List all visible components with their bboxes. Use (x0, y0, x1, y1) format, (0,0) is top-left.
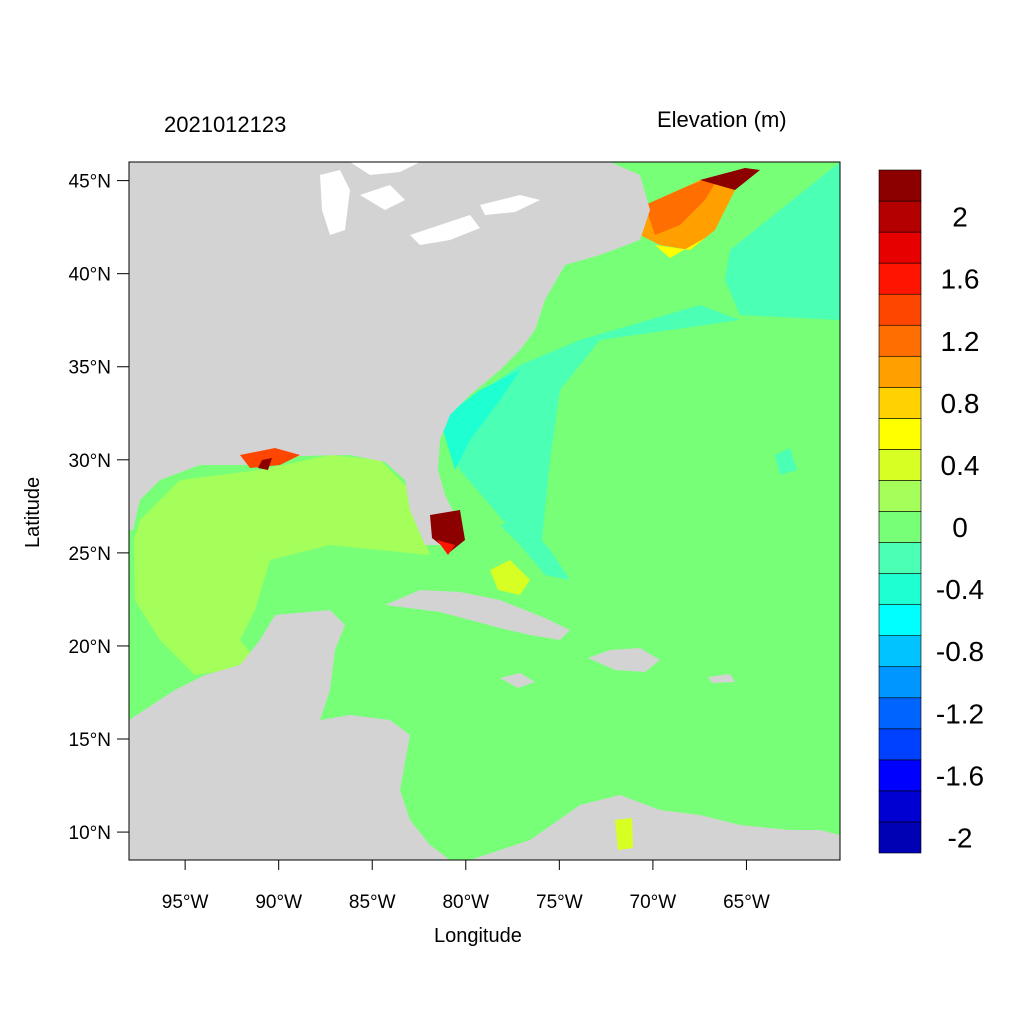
colorbar-swatch (878, 635, 922, 668)
colorbar-label: -0.8 (936, 636, 984, 667)
colorbar-label: -1.6 (936, 760, 984, 791)
colorbar-swatch (878, 542, 922, 574)
longitude-ticks: 95°W 90°W 85°W 80°W 75°W 70°W 65°W (162, 860, 770, 913)
north-atlantic-low (725, 162, 840, 320)
lon-tick-label: 80°W (442, 892, 489, 913)
colorbar-label: -1.2 (936, 698, 984, 729)
lat-tick-label: 15°N (69, 730, 111, 751)
colorbar-swatch (878, 324, 922, 357)
southeast-coast-lowest (440, 370, 520, 470)
lat-tick-label: 20°N (69, 637, 111, 658)
latitude-ticks: 45°N 40°N 35°N 30°N 25°N 20°N 15°N 10°N (69, 172, 129, 844)
colorbar-swatch (878, 666, 922, 699)
lon-tick-label: 70°W (630, 892, 677, 913)
colorbar-swatch (878, 355, 922, 388)
colorbar-swatch (878, 604, 922, 636)
lat-tick-label: 40°N (69, 265, 111, 286)
colorbar-swatch (878, 511, 922, 543)
colorbar-swatch (878, 262, 922, 295)
louisiana-surge (240, 448, 300, 468)
lon-tick-label: 75°W (536, 892, 583, 913)
colorbar-label: -0.4 (936, 574, 984, 605)
bahamas-bank (490, 560, 530, 595)
central-america-land (129, 610, 450, 860)
colorbar-swatch (878, 790, 922, 823)
map-plot-area (129, 162, 840, 860)
lat-tick-label: 25°N (69, 544, 111, 565)
colorbar-label: 0.4 (941, 450, 980, 481)
lon-tick-label: 90°W (255, 892, 302, 913)
gulf-maine-surge-edge (655, 238, 705, 258)
colorbar-swatch (878, 480, 922, 512)
east-coast-shelf-low (440, 305, 740, 560)
colorbar-swatch (878, 728, 922, 761)
bahamas-low (500, 520, 570, 580)
lake-maracaibo (615, 818, 633, 850)
lon-tick-label: 95°W (162, 892, 209, 913)
variable-title: Elevation (m) (657, 107, 787, 132)
lon-tick-label: 65°W (723, 892, 770, 913)
south-america-land (470, 795, 840, 860)
lon-tick-label: 85°W (349, 892, 396, 913)
colorbar-swatch (878, 418, 922, 450)
colorbar-swatch (878, 821, 922, 854)
colorbar-swatch (878, 387, 922, 419)
gulf-maine-surge-inner (645, 175, 720, 235)
lake-superior (350, 162, 420, 175)
hispaniola-land (588, 648, 660, 672)
lake-michigan (320, 170, 350, 235)
jamaica-land (500, 673, 535, 688)
gulf-of-mexico-region (134, 455, 430, 675)
lat-tick-label: 35°N (69, 358, 111, 379)
cuba-land (385, 590, 570, 640)
lat-tick-label: 45°N (69, 172, 111, 193)
lake-huron (360, 185, 405, 210)
colorbar-swatch (878, 573, 922, 605)
florida-keys-surge (437, 540, 455, 555)
colorbar-label: 0.8 (941, 388, 980, 419)
colorbar-label: 0 (952, 512, 968, 543)
colorbar-swatch (878, 200, 922, 233)
colorbar-swatch (878, 697, 922, 730)
louisiana-surge-peak (258, 458, 272, 470)
colorbar-label: 1.6 (941, 264, 980, 295)
lat-tick-label: 10°N (69, 823, 111, 844)
colorbar-swatch (878, 169, 922, 202)
colorbar-label: 1.2 (941, 326, 980, 357)
lat-tick-label: 30°N (69, 451, 111, 472)
lake-erie (410, 215, 480, 245)
bermuda-low (775, 448, 797, 475)
colorbar: -2 -1.6 -1.2 -0.8 -0.4 0 0.4 0.8 1.2 1.6 2 (878, 169, 984, 854)
colorbar-swatch (878, 293, 922, 326)
timestamp-title: 2021012123 (164, 112, 287, 137)
colorbar-swatch (878, 231, 922, 264)
colorbar-label: -2 (948, 822, 973, 853)
lake-ontario (480, 195, 540, 215)
north-america-land (129, 162, 650, 545)
bay-of-fundy-surge (700, 168, 760, 190)
plot-frame (128, 161, 841, 861)
puerto-rico-land (708, 674, 735, 683)
colorbar-swatch (878, 449, 922, 481)
x-axis-label: Longitude (434, 925, 522, 947)
colorbar-label: 2 (952, 202, 968, 233)
colorbar-swatch (878, 759, 922, 792)
